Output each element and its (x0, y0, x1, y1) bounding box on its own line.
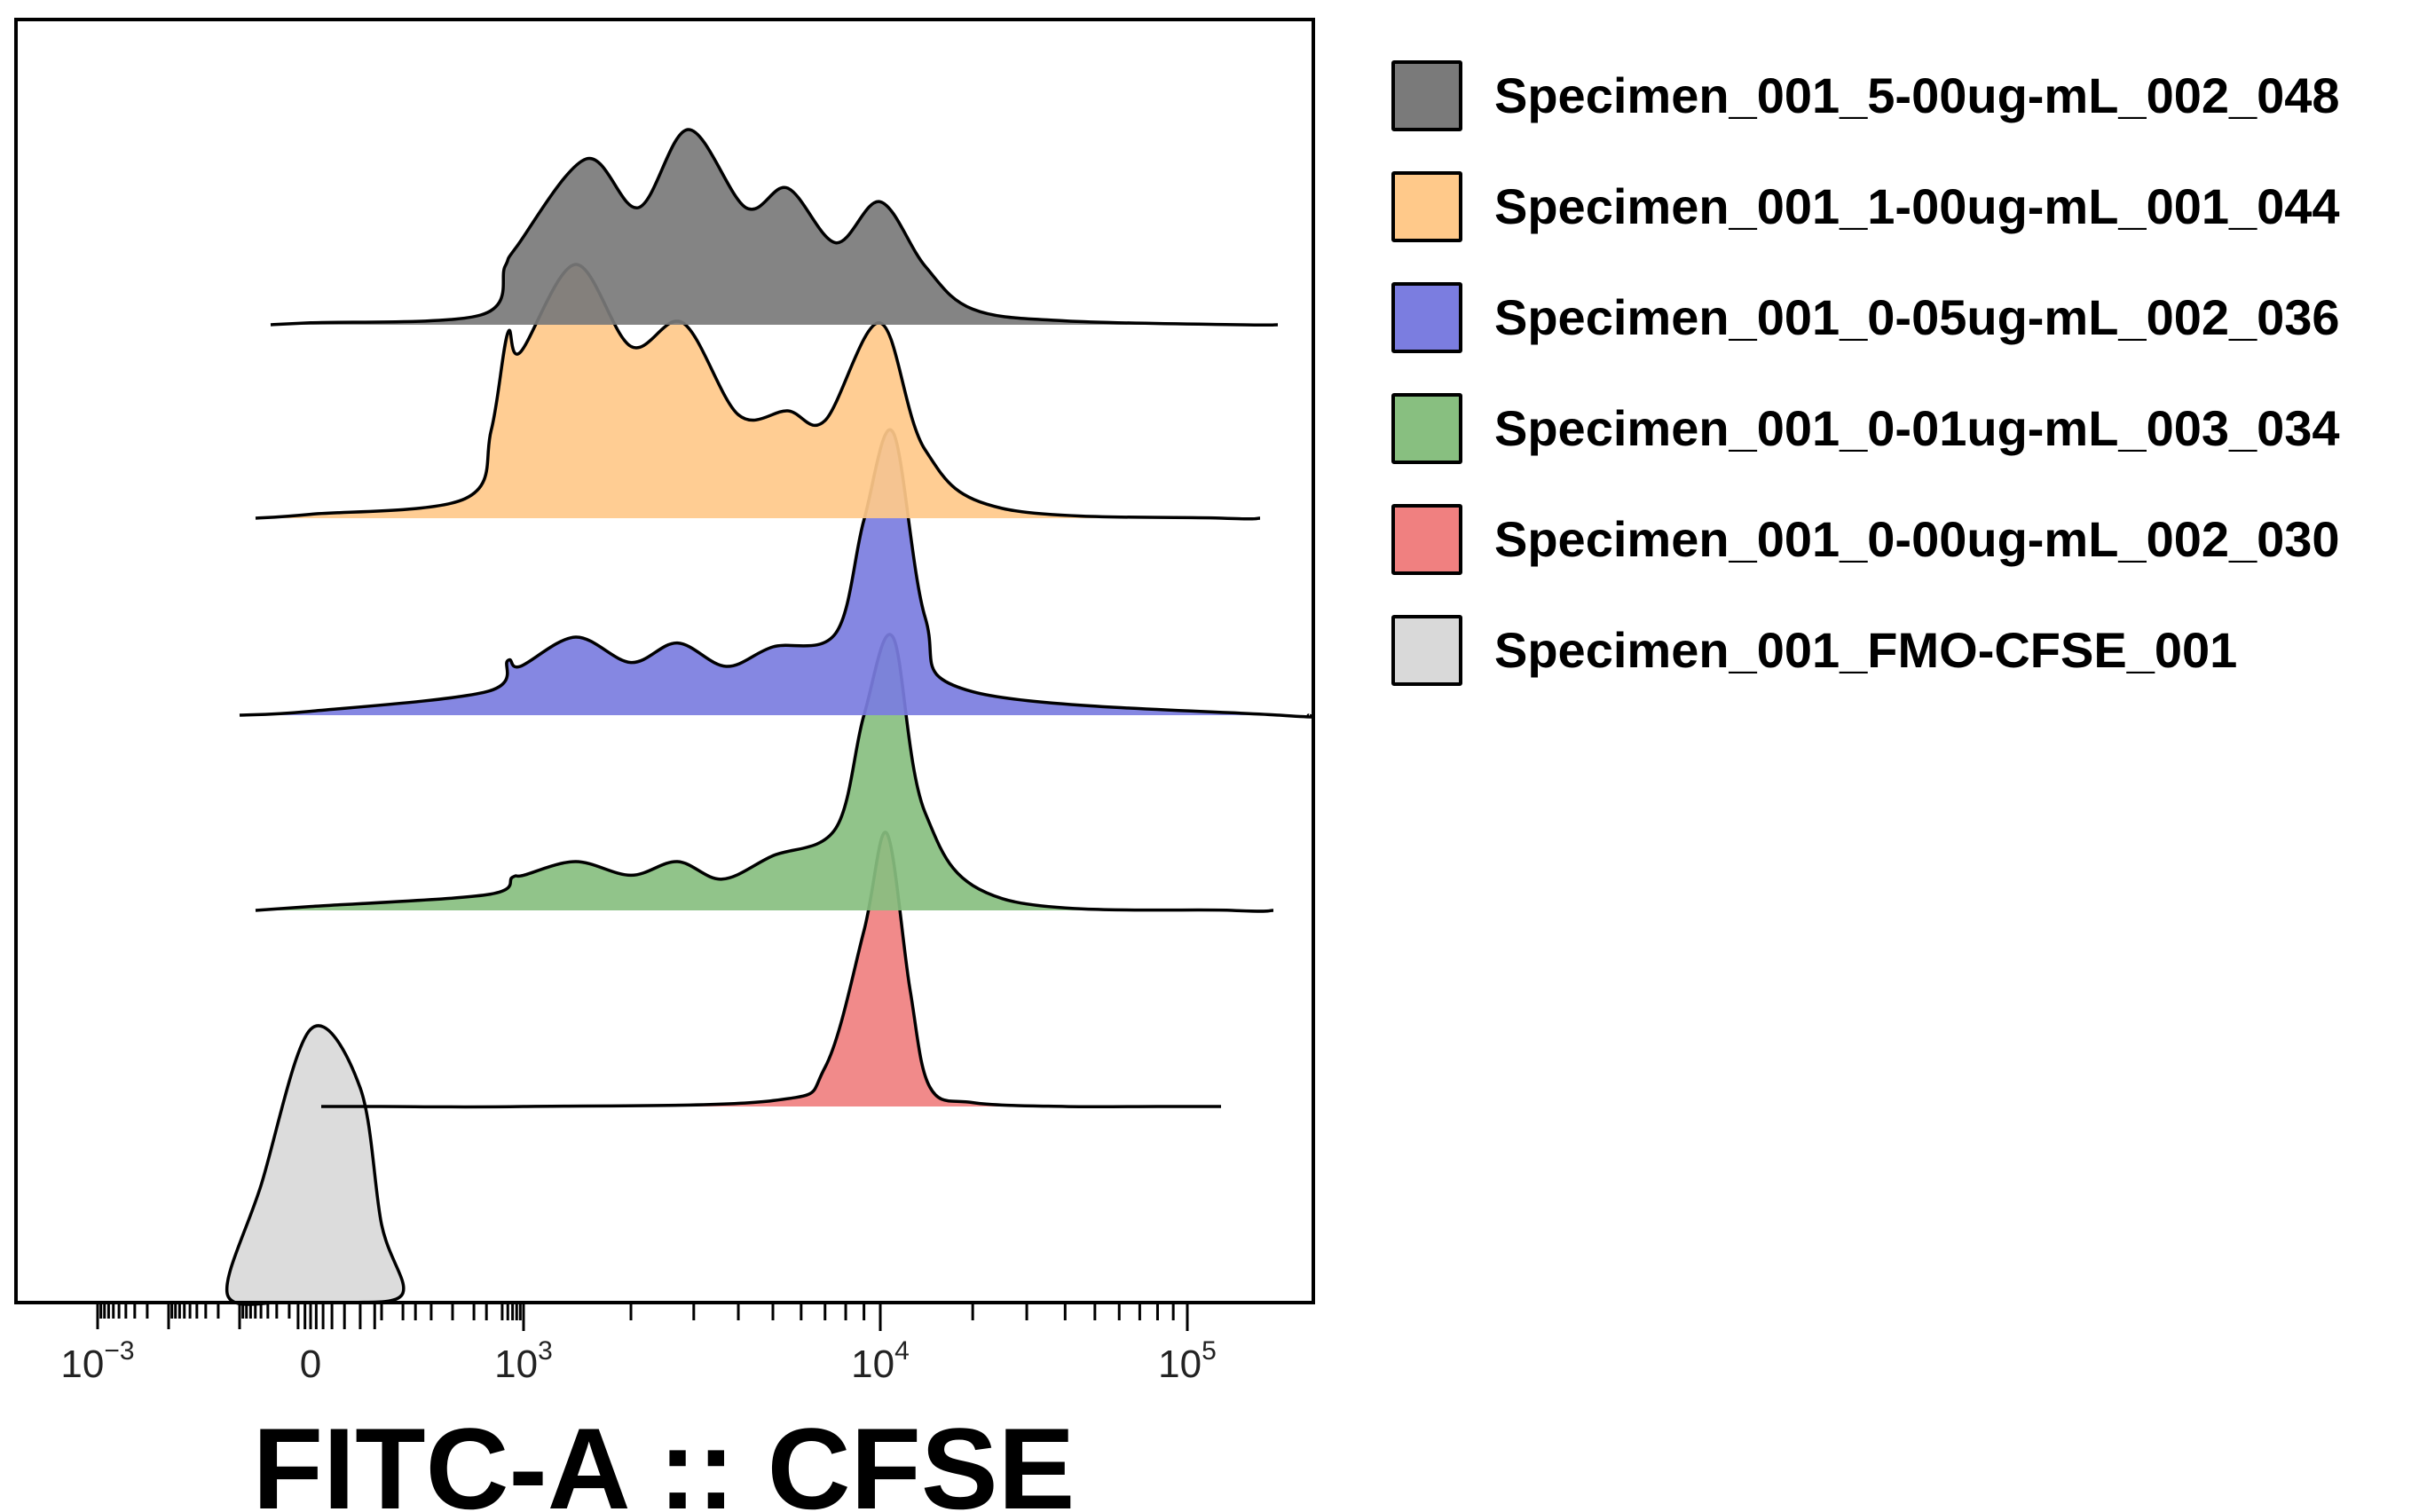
x-tick-label: 103 (494, 1336, 553, 1386)
ridge-line-4 (255, 633, 1274, 913)
legend-item: Specimen_001_0-00ug-mL_002_030 (1391, 484, 2340, 595)
ridge-fill-2 (256, 264, 1260, 519)
legend-item: Specimen_001_0-05ug-mL_002_036 (1391, 262, 2340, 373)
x-tick-label: 0 (300, 1343, 321, 1386)
x-axis-label: FITC-A :: CFSE (253, 1404, 1076, 1512)
legend-swatch (1391, 614, 1462, 686)
ridge-line-6 (225, 1024, 406, 1306)
legend-label: Specimen_001_0-00ug-mL_002_030 (1494, 511, 2340, 567)
legend-item: Specimen_001_FMO-CFSE_001 (1391, 595, 2340, 705)
legend-label: Specimen_001_0-05ug-mL_002_036 (1494, 289, 2340, 345)
ridge-line-2 (255, 263, 1261, 521)
ridge-series-group (225, 128, 1315, 1306)
legend-label: Specimen_001_5-00ug-mL_002_048 (1494, 67, 2340, 123)
ridge-fill-1 (271, 130, 1278, 326)
x-tick-label: 10−3 (60, 1336, 134, 1386)
legend-swatch (1391, 281, 1462, 353)
legend-item: Specimen_001_0-01ug-mL_003_034 (1391, 373, 2340, 484)
legend-label: Specimen_001_1-00ug-mL_001_044 (1494, 178, 2340, 234)
ridge-line-3 (239, 428, 1315, 719)
x-axis-tick-labels: 10−3 0 103 104 105 (60, 1336, 1216, 1386)
ridge-line-1 (270, 128, 1279, 327)
x-tick-label: 105 (1158, 1336, 1217, 1386)
legend-swatch (1391, 170, 1462, 242)
legend-label: Specimen_001_FMO-CFSE_001 (1494, 622, 2238, 678)
ridge-fill-3 (240, 429, 1314, 717)
x-axis-ticks (96, 1303, 1189, 1331)
ridge-fill-6 (226, 1025, 404, 1305)
legend: Specimen_001_5-00ug-mL_002_048 Specimen_0… (1391, 40, 2340, 705)
plot-frame (14, 18, 1315, 1304)
legend-swatch (1391, 503, 1462, 575)
legend-swatch (1391, 59, 1462, 131)
legend-swatch (1391, 392, 1462, 464)
x-tick-label: 104 (851, 1336, 910, 1386)
legend-item: Specimen_001_5-00ug-mL_002_048 (1391, 40, 2340, 151)
legend-label: Specimen_001_0-01ug-mL_003_034 (1494, 400, 2340, 456)
legend-item: Specimen_001_1-00ug-mL_001_044 (1391, 151, 2340, 262)
